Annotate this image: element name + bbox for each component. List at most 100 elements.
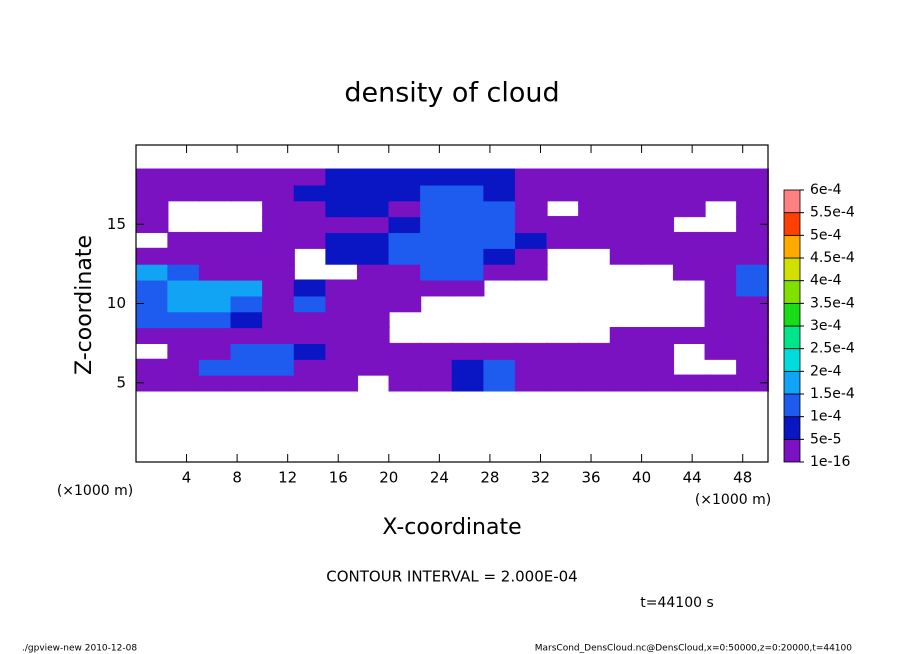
contour-cell xyxy=(135,311,169,329)
contour-cell xyxy=(578,231,611,249)
y-unit: (×1000 m) xyxy=(57,483,133,499)
contour-cell xyxy=(672,184,706,202)
contour-cell xyxy=(641,216,675,234)
contour-cell xyxy=(230,184,264,202)
contour-cell xyxy=(514,216,548,234)
contour-cell xyxy=(641,247,675,265)
colorbar-swatch xyxy=(783,370,801,395)
contour-cell xyxy=(483,200,517,218)
contour-cell xyxy=(198,263,232,281)
contour-cell xyxy=(609,327,643,344)
contour-cell xyxy=(325,374,359,392)
contour-cell xyxy=(420,216,453,234)
y-tick-label: 10 xyxy=(107,294,126,312)
contour-cell xyxy=(546,358,580,376)
contour-cell xyxy=(483,231,517,249)
contour-cell xyxy=(736,168,769,186)
contour-cell xyxy=(704,184,738,202)
contour-cell xyxy=(704,342,738,360)
contour-cell xyxy=(135,263,169,281)
colorbar-swatch xyxy=(783,416,801,440)
contour-cell xyxy=(388,200,422,218)
contour-cell xyxy=(356,358,390,376)
contour-cell xyxy=(483,168,517,186)
contour-cell xyxy=(451,216,485,234)
colorbar-swatch xyxy=(783,280,801,304)
contour-cell xyxy=(167,184,201,202)
contour-cell xyxy=(356,184,390,202)
colorbar-label: 3e-4 xyxy=(810,318,842,334)
contour-cell xyxy=(325,279,359,297)
contour-cell xyxy=(388,168,422,186)
contour-cell xyxy=(420,279,453,297)
contour-cell xyxy=(356,295,390,313)
contour-cell xyxy=(609,184,643,202)
contour-cell xyxy=(641,327,675,344)
contour-cell xyxy=(293,311,327,329)
contour-cell xyxy=(135,168,169,186)
contour-cell xyxy=(420,374,453,392)
x-tick-label: 16 xyxy=(329,469,348,487)
contour-cell xyxy=(167,311,201,329)
contour-cell xyxy=(451,200,485,218)
contour-cell xyxy=(135,358,169,376)
contour-cell xyxy=(293,216,327,234)
contour-cell xyxy=(483,263,517,281)
contour-cell xyxy=(325,295,359,313)
contour-cell xyxy=(262,168,295,186)
contour-cell xyxy=(230,231,264,249)
x-tick-label: 36 xyxy=(581,469,600,487)
contour-cell xyxy=(578,374,611,392)
contour-cell xyxy=(167,168,201,186)
contour-cell xyxy=(704,374,738,392)
colorbar-label: 1e-16 xyxy=(810,454,850,470)
contour-cell xyxy=(514,247,548,265)
contour-cell xyxy=(135,279,169,297)
contour-cell xyxy=(483,342,517,360)
contour-cell xyxy=(546,374,580,392)
contour-cell xyxy=(546,342,580,360)
contour-cell xyxy=(388,263,422,281)
contour-cell xyxy=(198,247,232,265)
contour-cell xyxy=(420,184,453,202)
contour-cell xyxy=(609,216,643,234)
contour-cell xyxy=(198,279,232,297)
contour-cell xyxy=(736,184,769,202)
contour-cell xyxy=(230,358,264,376)
contour-cell xyxy=(609,342,643,360)
contour-cell xyxy=(293,327,327,344)
footer-right: MarsCond_DensCloud.nc@DensCloud,x=0:5000… xyxy=(535,644,852,654)
contour-cell xyxy=(578,184,611,202)
colorbar-label: 5.5e-4 xyxy=(810,205,855,221)
chart-title: density of cloud xyxy=(344,78,559,109)
contour-cell xyxy=(388,295,422,313)
x-tick-label: 40 xyxy=(632,469,651,487)
contour-cell xyxy=(135,247,169,265)
contour-cell xyxy=(356,311,390,329)
contour-cell xyxy=(325,311,359,329)
contour-cell xyxy=(293,342,327,360)
colorbar-label: 1.5e-4 xyxy=(810,386,855,402)
contour-cell xyxy=(325,200,359,218)
contour-cell xyxy=(230,168,264,186)
contour-cell xyxy=(704,263,738,281)
colorbar-label: 4e-4 xyxy=(810,273,842,289)
contour-cell xyxy=(230,247,264,265)
contour-cell xyxy=(736,279,769,297)
contour-cell xyxy=(262,358,295,376)
contour-cell xyxy=(167,263,201,281)
contour-cell xyxy=(736,263,769,281)
contour-cell xyxy=(167,374,201,392)
contour-cell xyxy=(230,279,264,297)
contour-cell xyxy=(451,231,485,249)
contour-cell xyxy=(198,342,232,360)
contour-cell xyxy=(451,247,485,265)
x-tick-label: 48 xyxy=(733,469,752,487)
contour-cell xyxy=(546,216,580,234)
contour-cell xyxy=(262,216,295,234)
x-tick-label: 12 xyxy=(278,469,297,487)
colorbar-label: 2e-4 xyxy=(810,363,842,379)
contour-cell xyxy=(167,295,201,313)
